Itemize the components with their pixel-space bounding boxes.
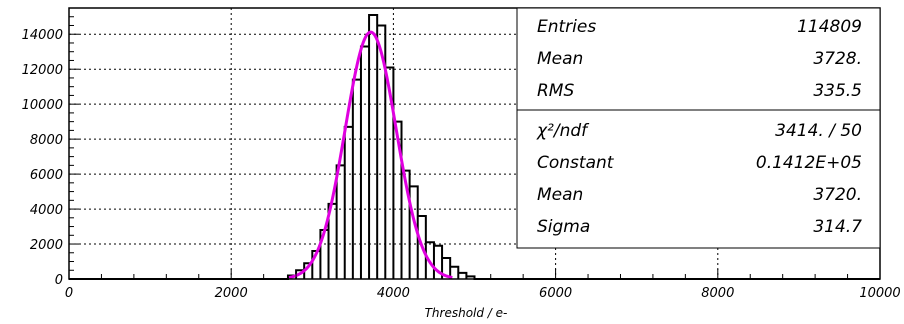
stats-label: Sigma	[537, 217, 590, 237]
y-tick-label: 2000	[30, 238, 63, 253]
stats-label: Mean	[537, 185, 583, 205]
histogram-bin	[353, 80, 361, 279]
stats-label: χ²/ndf	[536, 121, 590, 141]
y-tick-label: 12000	[22, 63, 63, 78]
y-tick-label: 14000	[22, 28, 63, 43]
x-tick-label: 2000	[215, 286, 248, 301]
fit-line	[288, 30, 453, 279]
histogram-bin	[337, 165, 345, 279]
x-tick-label: 8000	[701, 286, 734, 301]
x-tick-label: 10000	[859, 286, 900, 301]
x-tick-label: 0	[65, 286, 73, 301]
histogram-bin	[458, 273, 466, 279]
stats-box-frame	[516, 7, 881, 249]
y-tick-label: 8000	[30, 133, 63, 148]
stats-label: Entries	[537, 17, 596, 37]
stats-value: 3720.	[813, 185, 862, 205]
stats-value: 335.5	[813, 81, 862, 101]
axes: 0 2000 4000 6000 8000 10000 0 2000 4000 6000 8000 1…	[22, 7, 901, 301]
stats-value: 3728.	[813, 49, 862, 69]
x-tick-label: 6000	[539, 286, 572, 301]
stats-label: RMS	[537, 81, 574, 101]
stats-label: Constant	[537, 153, 615, 173]
y-tick-label: 0	[55, 273, 63, 288]
histogram-bin	[345, 127, 353, 279]
stats-value: 114809	[797, 17, 862, 37]
x-tick-label: 4000	[377, 286, 410, 301]
gaussian-fit-curve	[288, 30, 453, 279]
stats-value: 3414. / 50	[775, 121, 862, 141]
stats-label: Mean	[537, 49, 583, 69]
stats-box: Entries 114809 Mean 3728. RMS 335.5 χ²/ndf 3414…	[516, 7, 881, 249]
histogram-bin	[369, 15, 377, 279]
stats-value: 0.1412E+05	[756, 153, 862, 173]
y-tick-label: 4000	[30, 203, 63, 218]
histogram-bin	[361, 46, 369, 279]
x-axis-label: Threshold / e-	[425, 306, 508, 320]
y-tick-label: 6000	[30, 168, 63, 183]
y-tick-label: 10000	[22, 98, 63, 113]
stats-value: 314.7	[813, 217, 862, 237]
